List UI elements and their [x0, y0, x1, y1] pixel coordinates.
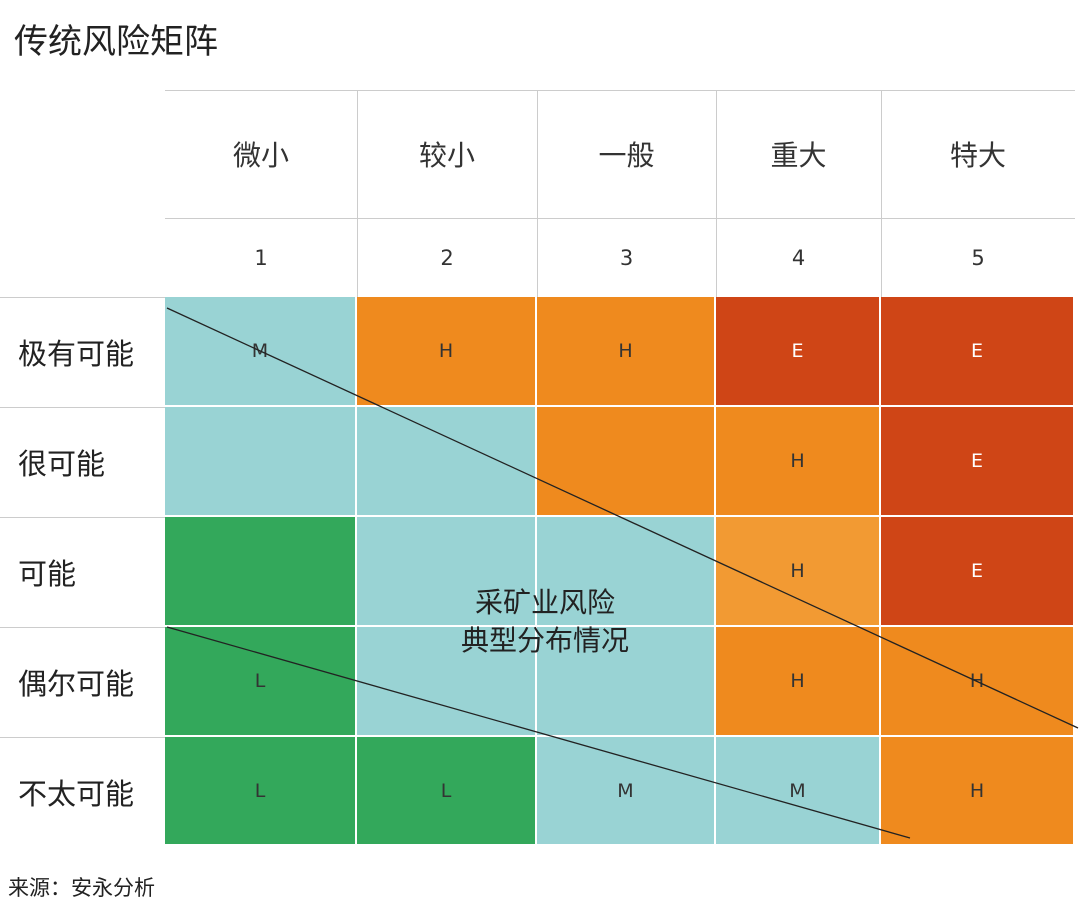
matrix-cell: M — [165, 297, 357, 407]
column-header: 较小 — [418, 139, 475, 172]
row-divider — [0, 627, 165, 628]
row-divider — [0, 407, 165, 408]
matrix-cell: H — [716, 627, 881, 737]
row-label: 可能 — [18, 557, 77, 591]
matrix-cell: H — [357, 297, 537, 407]
header-divider — [165, 218, 1075, 219]
matrix-cell: L — [357, 737, 537, 846]
column-number: 4 — [791, 245, 806, 270]
matrix-cell: H — [716, 407, 881, 517]
center-annotation: 采矿业风险 典型分布情况 — [400, 584, 690, 660]
matrix-cell: H — [537, 297, 716, 407]
center-annotation-line-2: 典型分布情况 — [460, 624, 629, 657]
column-divider — [881, 90, 882, 297]
column-number: 2 — [440, 245, 454, 270]
matrix-cell: M — [716, 737, 881, 846]
matrix-cell: H — [881, 737, 1075, 846]
row-divider — [0, 517, 165, 518]
matrix-cell: H — [716, 517, 881, 627]
row-divider — [0, 737, 165, 738]
matrix-cell: E — [881, 407, 1075, 517]
matrix-cell: E — [716, 297, 881, 407]
page-title: 传统风险矩阵 — [14, 22, 218, 62]
matrix-cell: E — [881, 517, 1075, 627]
matrix-cell — [165, 517, 357, 627]
column-divider — [537, 90, 538, 297]
matrix-cell — [357, 407, 537, 517]
matrix-cell: M — [537, 737, 716, 846]
row-label: 偶尔可能 — [18, 667, 135, 701]
column-divider — [357, 90, 358, 297]
column-number: 3 — [619, 245, 634, 270]
source-note: 来源：安永分析 — [8, 876, 155, 900]
header-divider — [165, 90, 1075, 91]
column-divider — [716, 90, 717, 297]
column-header: 微小 — [232, 139, 289, 172]
matrix-cell: E — [881, 297, 1075, 407]
center-annotation-line-1: 采矿业风险 — [474, 586, 615, 619]
column-number: 5 — [971, 245, 985, 270]
header-divider — [0, 297, 165, 298]
column-header: 一般 — [598, 139, 655, 172]
column-number: 1 — [254, 245, 268, 270]
column-header: 重大 — [770, 139, 827, 172]
matrix-cell: L — [165, 627, 357, 737]
matrix-cell — [165, 407, 357, 517]
matrix-cell: L — [165, 737, 357, 846]
row-label: 很可能 — [18, 447, 106, 481]
matrix-cell: H — [881, 627, 1075, 737]
row-label: 不太可能 — [18, 776, 135, 811]
row-label: 极有可能 — [18, 337, 135, 371]
matrix-cell — [537, 407, 716, 517]
column-header: 特大 — [949, 139, 1006, 172]
